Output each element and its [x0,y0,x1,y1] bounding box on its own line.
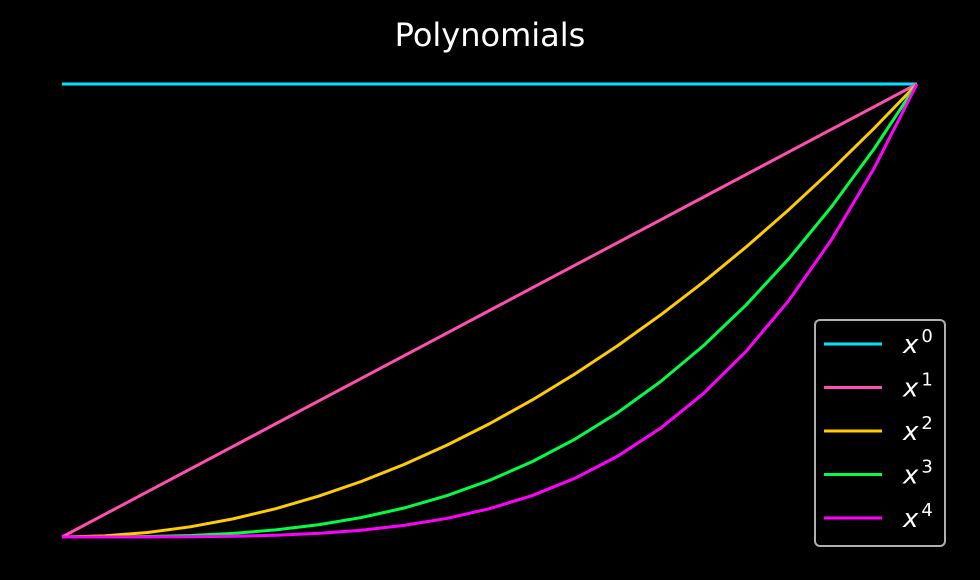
legend-label-base: x [902,417,919,447]
legend-entries: x 0x 1x 2x 3x 4 [824,326,933,534]
series-line-x1 [61,82,918,539]
legend-label-base: x [902,461,919,491]
series-group [61,82,919,539]
legend-label-base: x [902,504,919,534]
legend-label-exponent: 1 [921,370,932,391]
series-line-x2 [61,82,919,539]
legend-label-exponent: 0 [921,326,932,347]
legend-box [814,319,946,547]
series-line-x4 [62,83,919,539]
series-line-x3 [61,83,919,539]
legend-label-exponent: 4 [921,500,932,521]
legend-label-exponent: 2 [921,413,932,434]
legend-label-exponent: 3 [921,457,932,478]
legend: x 0x 1x 2x 3x 4 [814,319,946,547]
legend-label-base: x [902,330,919,360]
legend-label-base: x [902,374,919,404]
chart-title: Polynomials [395,16,586,54]
